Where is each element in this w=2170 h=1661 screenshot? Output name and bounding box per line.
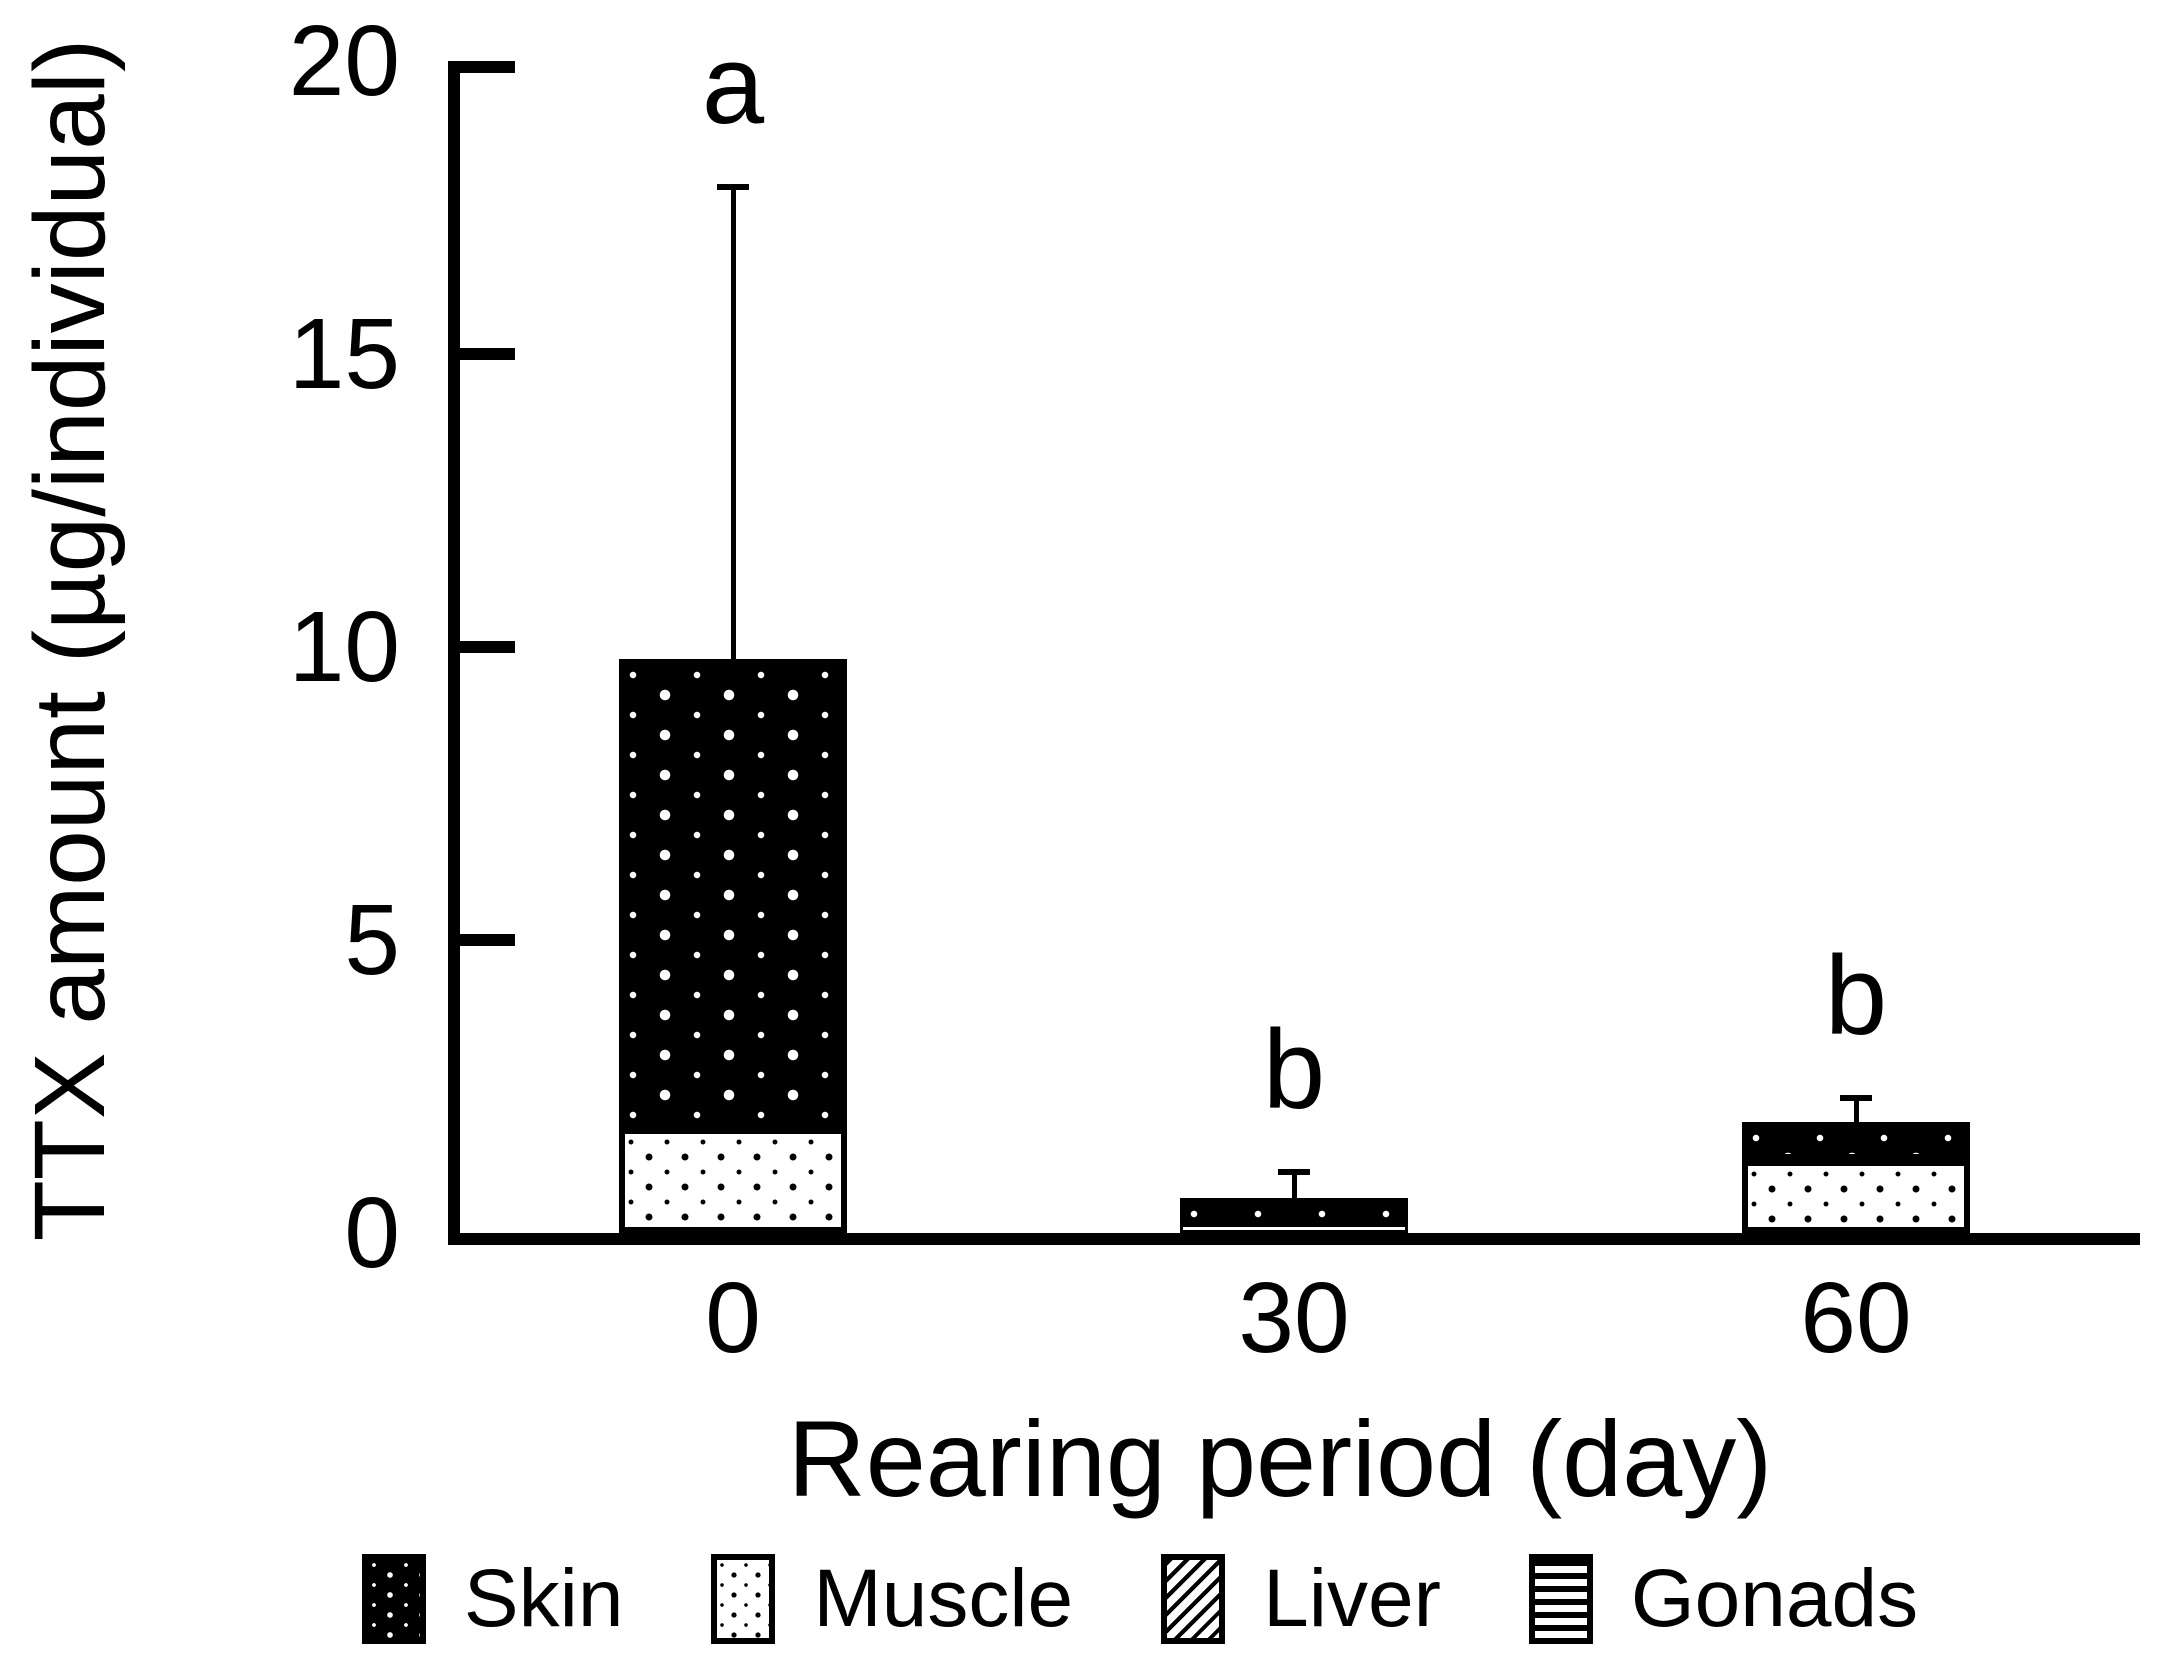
significance-letter-0: a: [701, 22, 765, 148]
legend-label-gonads: Gonads: [1630, 1553, 1919, 1644]
legend-label-muscle: Muscle: [813, 1553, 1074, 1644]
legend-item-liver: Liver: [1161, 1553, 1441, 1645]
liver-pattern-swatch: [1161, 1554, 1226, 1644]
gonads-pattern-swatch: [1528, 1554, 1593, 1644]
error-bar-60: [1853, 1095, 1859, 1122]
error-bar-cap-0: [717, 184, 749, 191]
y-tick-label-5: 5: [344, 884, 400, 996]
y-axis-title: TTX amount (µg/individual): [14, 38, 126, 1242]
legend: Skin Muscle Liver Gonads: [140, 1553, 2140, 1645]
y-tick-label-0: 0: [344, 1177, 400, 1289]
y-tick-label-10: 10: [288, 591, 400, 703]
bar-60-segment-muscle: [1742, 1159, 1970, 1233]
error-bar-0: [730, 184, 736, 659]
y-axis-tick-5: [460, 934, 515, 946]
bar-0-segment-muscle: [619, 1127, 847, 1233]
y-tick-label-15: 15: [288, 298, 400, 410]
x-axis-title: Rearing period (day): [787, 1398, 1773, 1519]
error-bar-cap-30: [1278, 1168, 1310, 1175]
y-axis-tick-20: [460, 61, 515, 73]
y-tick-label-20: 20: [288, 5, 400, 117]
x-tick-label-0: 0: [705, 1262, 761, 1374]
bar-30-segment-muscle: [1180, 1224, 1408, 1233]
significance-letter-30: b: [1262, 1006, 1326, 1132]
bar-0-segment-skin: [619, 658, 847, 1128]
bar-60-segment-skin: [1742, 1121, 1970, 1160]
bar-30-segment-skin: [1180, 1197, 1408, 1225]
legend-item-muscle: Muscle: [711, 1553, 1073, 1645]
x-tick-label-60: 60: [1800, 1262, 1912, 1374]
legend-item-skin: Skin: [361, 1553, 624, 1645]
skin-pattern-swatch: [361, 1554, 426, 1644]
error-bar-cap-60: [1840, 1095, 1872, 1102]
legend-label-skin: Skin: [463, 1553, 624, 1644]
error-bar-30: [1291, 1168, 1297, 1198]
legend-item-gonads: Gonads: [1528, 1553, 1919, 1645]
legend-label-liver: Liver: [1263, 1553, 1441, 1644]
y-axis-tick-10: [460, 641, 515, 653]
muscle-pattern-swatch: [711, 1554, 776, 1644]
x-tick-label-30: 30: [1238, 1262, 1350, 1374]
y-axis-tick-15: [460, 348, 515, 360]
significance-letter-60: b: [1824, 933, 1888, 1059]
